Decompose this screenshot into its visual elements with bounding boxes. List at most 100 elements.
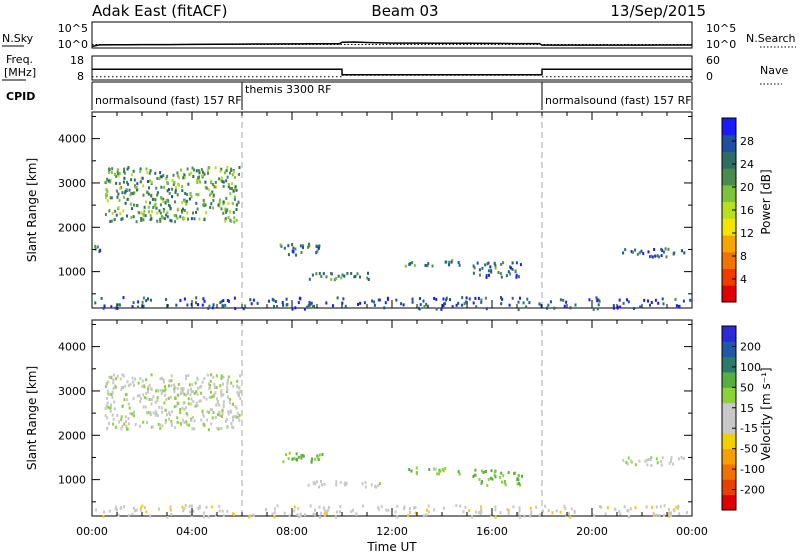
echo-cell <box>385 508 388 512</box>
echo-cell <box>232 415 234 419</box>
echo-cell <box>222 400 225 404</box>
echo-cell <box>249 298 252 302</box>
power-colorbar-swatch <box>722 168 736 186</box>
echo-cell <box>502 474 505 478</box>
echo-cell <box>373 303 376 307</box>
echo-cell <box>104 414 107 418</box>
echo-cell <box>156 396 159 400</box>
echo-cell <box>226 509 229 513</box>
echo-cell <box>649 458 652 461</box>
echo-cell <box>250 302 253 306</box>
echo-cell <box>530 510 533 514</box>
echo-cell <box>311 273 314 277</box>
echo-cell <box>105 196 107 200</box>
echo-cell <box>139 506 142 510</box>
echo-cell <box>185 411 188 415</box>
echo-cell <box>126 214 128 218</box>
echo-cell <box>156 211 159 215</box>
echo-cell <box>203 515 205 519</box>
echo-cell <box>148 171 151 175</box>
echo-cell <box>279 243 282 247</box>
echo-cell <box>108 422 110 425</box>
echo-cell <box>595 296 598 300</box>
echo-cell <box>320 483 323 487</box>
echo-cell <box>113 218 116 222</box>
echo-cell <box>201 380 204 384</box>
echo-cell <box>315 272 318 276</box>
echo-cell <box>120 217 123 221</box>
echo-cell <box>133 384 135 388</box>
echo-cell <box>515 275 518 279</box>
echo-cell <box>162 389 165 393</box>
echo-cell <box>230 167 233 171</box>
power-colorbar-swatch <box>722 235 736 253</box>
echo-cell <box>480 300 483 304</box>
echo-cell <box>458 472 461 476</box>
echo-cell <box>208 166 211 169</box>
echo-cell <box>364 485 367 489</box>
power-colorbar-swatch <box>722 268 736 286</box>
echo-cell <box>109 180 112 184</box>
echo-cell <box>220 176 223 180</box>
echo-cell <box>165 177 168 180</box>
echo-cell <box>222 375 225 379</box>
echo-cell <box>215 513 217 517</box>
echo-cell <box>612 304 615 308</box>
echo-cell <box>409 262 412 265</box>
echo-cell <box>142 193 145 197</box>
echo-cell <box>124 415 127 419</box>
echo-cell <box>212 193 215 197</box>
echo-cell <box>563 504 566 508</box>
echo-cell <box>114 507 117 511</box>
echo-cell <box>193 168 195 172</box>
echo-cell <box>187 388 190 392</box>
echo-cell <box>147 205 150 209</box>
echo-cell <box>229 210 231 214</box>
power-colorbar-swatch <box>722 218 736 236</box>
echo-cell <box>232 512 235 516</box>
freq-frame <box>91 55 693 81</box>
echo-cell <box>209 384 211 388</box>
echo-cell <box>150 180 153 184</box>
echo-cell <box>422 299 425 303</box>
echo-cell <box>291 307 294 311</box>
echo-cell <box>485 307 488 311</box>
cpid-label: CPID <box>6 90 35 103</box>
echo-cell <box>321 453 324 456</box>
echo-cell <box>220 389 223 393</box>
echo-cell <box>150 194 153 198</box>
echo-cell <box>171 195 173 199</box>
echo-cell <box>199 180 202 184</box>
cpid-segment-label: normalsound (fast) 157 RF <box>95 94 242 107</box>
echo-cell <box>237 392 240 396</box>
echo-cell <box>168 417 170 421</box>
echo-cell <box>344 304 347 308</box>
echo-cell <box>415 471 418 474</box>
echo-cell <box>436 472 439 476</box>
echo-cell <box>498 476 501 479</box>
echo-cell <box>218 403 221 407</box>
echo-cell <box>233 220 236 224</box>
echo-cell <box>326 512 329 516</box>
echo-cell <box>425 302 428 306</box>
y-tick-label: 3000 <box>58 385 86 398</box>
echo-cell <box>598 299 601 303</box>
echo-cell <box>677 457 680 461</box>
echo-cell <box>104 181 107 185</box>
echo-cell <box>268 299 270 303</box>
echo-cell <box>485 274 488 277</box>
echo-cell <box>647 299 649 303</box>
echo-cell <box>116 374 119 378</box>
echo-cell <box>129 383 132 387</box>
echo-cell <box>123 167 126 171</box>
echo-cell <box>670 455 673 459</box>
echo-cell <box>115 213 118 217</box>
echo-cell <box>227 185 230 189</box>
echo-cell <box>431 264 434 268</box>
echo-cell <box>176 171 179 175</box>
echo-cell <box>100 297 103 300</box>
echo-cell <box>377 483 380 487</box>
echo-cell <box>184 199 187 203</box>
velocity-ylabel: Slant Range [km] <box>25 366 39 470</box>
echo-cell <box>225 419 227 423</box>
